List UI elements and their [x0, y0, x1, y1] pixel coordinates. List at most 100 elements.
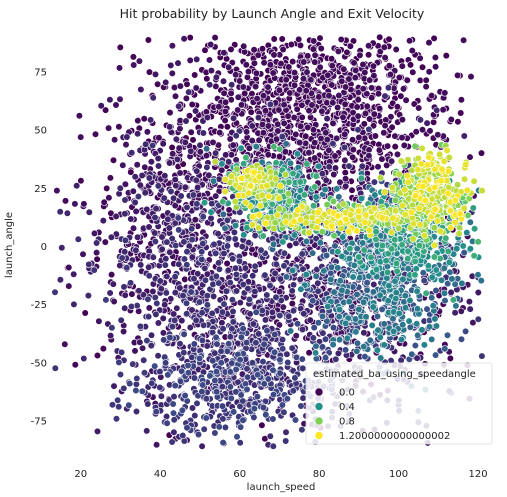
- scatter-point: [175, 102, 183, 110]
- scatter-point: [144, 36, 152, 44]
- scatter-point: [329, 119, 337, 127]
- scatter-point: [285, 197, 294, 205]
- scatter-point: [263, 327, 271, 335]
- scatter-point: [244, 67, 253, 76]
- scatter-point: [309, 249, 317, 257]
- scatter-point: [70, 270, 78, 278]
- scatter-point: [404, 255, 412, 263]
- scatter-point: [134, 233, 142, 241]
- scatter-point: [354, 96, 362, 104]
- scatter-point: [225, 158, 233, 166]
- scatter-point: [286, 89, 294, 97]
- scatter-point: [449, 296, 458, 304]
- scatter-point: [300, 310, 308, 318]
- scatter-point: [228, 81, 236, 89]
- scatter-point: [215, 423, 223, 431]
- scatter-point: [368, 84, 376, 92]
- scatter-point: [222, 151, 230, 159]
- scatter-point: [302, 271, 310, 279]
- scatter-point: [144, 400, 152, 408]
- scatter-point: [137, 261, 145, 269]
- scatter-point: [56, 276, 65, 284]
- scatter-point: [357, 194, 366, 203]
- scatter-point: [106, 332, 115, 340]
- scatter-point: [161, 172, 169, 180]
- scatter-point: [245, 239, 253, 247]
- scatter-point: [300, 58, 308, 66]
- scatter-point: [430, 118, 438, 126]
- scatter-point: [360, 120, 368, 128]
- scatter-point: [268, 200, 276, 208]
- scatter-point: [198, 255, 206, 264]
- scatter-point: [264, 151, 272, 159]
- scatter-point: [253, 94, 261, 103]
- scatter-point: [193, 55, 201, 64]
- scatter-point: [132, 386, 140, 395]
- scatter-point: [58, 244, 66, 252]
- scatter-point: [149, 253, 157, 261]
- scatter-point: [330, 288, 338, 296]
- scatter-point: [140, 115, 148, 123]
- scatter-point: [242, 154, 250, 162]
- scatter-point: [63, 209, 71, 217]
- scatter-point: [103, 184, 111, 192]
- scatter-point: [318, 312, 327, 321]
- scatter-point: [139, 344, 147, 352]
- scatter-point: [92, 249, 101, 257]
- scatter-point: [359, 60, 367, 69]
- scatter-point: [309, 297, 317, 305]
- scatter-point: [192, 84, 200, 92]
- scatter-point: [161, 353, 169, 361]
- scatter-point: [374, 90, 383, 98]
- scatter-point: [392, 289, 400, 297]
- scatter-point: [368, 321, 376, 330]
- scatter-point: [129, 53, 137, 61]
- scatter-point: [399, 321, 407, 329]
- scatter-point: [428, 335, 436, 344]
- scatter-point: [166, 334, 174, 342]
- scatter-point: [199, 240, 207, 248]
- scatter-point: [120, 384, 128, 393]
- scatter-point: [276, 275, 285, 283]
- scatter-point: [384, 142, 392, 150]
- scatter-point: [297, 402, 305, 410]
- scatter-point: [328, 55, 336, 63]
- scatter-point: [342, 346, 350, 354]
- scatter-point: [304, 52, 312, 60]
- scatter-point: [176, 82, 184, 90]
- scatter-point: [254, 51, 262, 59]
- scatter-point: [147, 158, 155, 166]
- scatter-point: [212, 333, 220, 342]
- scatter-point: [212, 249, 220, 257]
- scatter-point: [309, 45, 317, 53]
- scatter-point: [154, 154, 162, 163]
- scatter-point: [188, 225, 196, 233]
- scatter-point: [237, 144, 245, 152]
- scatter-point: [164, 371, 172, 379]
- scatter-point: [205, 171, 213, 179]
- scatter-point: [211, 33, 219, 42]
- scatter-point: [179, 292, 187, 300]
- scatter-point: [327, 269, 335, 277]
- scatter-point: [189, 191, 197, 199]
- scatter-point: [223, 242, 232, 250]
- scatter-point: [425, 68, 433, 76]
- scatter-point: [110, 136, 119, 144]
- scatter-point: [474, 271, 482, 279]
- scatter-point: [365, 51, 373, 59]
- scatter-point: [274, 127, 282, 135]
- scatter-point: [234, 93, 242, 101]
- scatter-point: [239, 416, 247, 424]
- scatter-point: [278, 336, 287, 344]
- scatter-point: [235, 257, 244, 265]
- scatter-point: [115, 403, 123, 411]
- scatter-point: [384, 84, 393, 92]
- scatter-point: [276, 145, 284, 153]
- scatter-point: [143, 427, 151, 435]
- scatter-point: [116, 184, 124, 192]
- scatter-point: [351, 73, 359, 82]
- scatter-point: [117, 316, 125, 324]
- scatter-point: [155, 134, 163, 142]
- scatter-point: [443, 331, 452, 339]
- scatter-point: [185, 88, 193, 96]
